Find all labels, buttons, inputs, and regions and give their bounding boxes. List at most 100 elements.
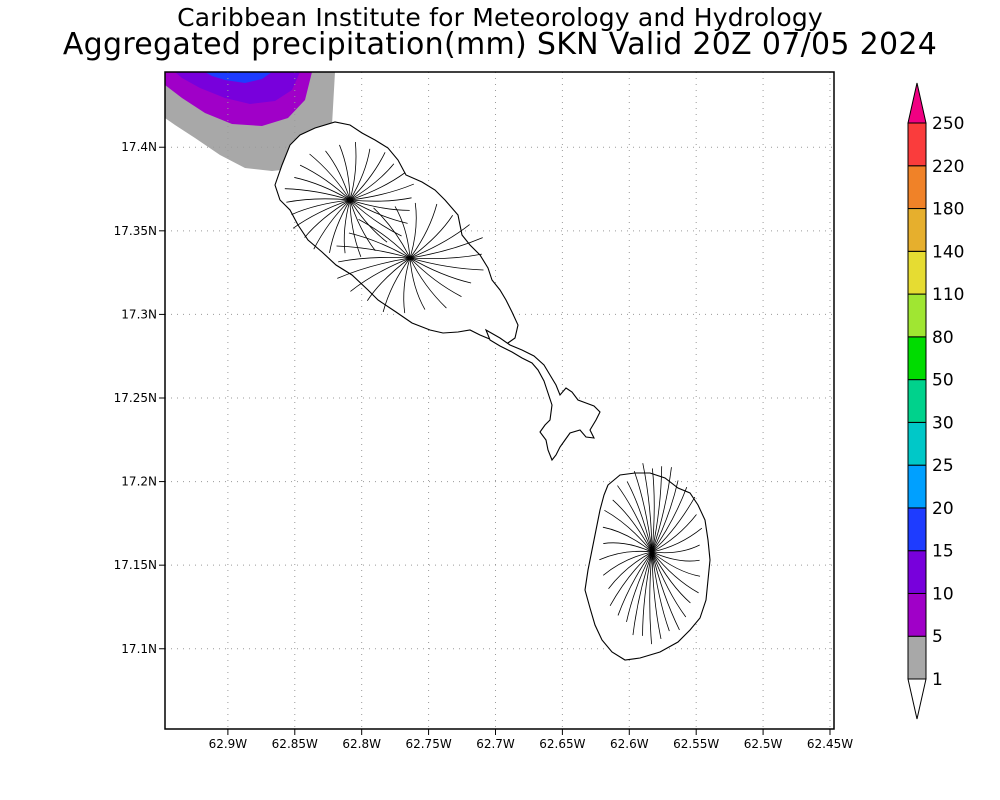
drainage-line	[291, 199, 351, 215]
drainage-line	[349, 197, 412, 202]
drainage-line	[608, 551, 653, 589]
lat-tick-label: 17.3N	[121, 307, 157, 321]
colorbar-label: 140	[932, 242, 964, 262]
drainage-line	[343, 199, 351, 254]
drainage-line	[349, 172, 406, 201]
colorbar-label: 180	[932, 200, 964, 220]
plot-frame	[164, 71, 835, 730]
drainage-line	[286, 198, 351, 203]
title-line-2: Aggregated precipitation(mm) SKN Valid 2…	[62, 27, 938, 62]
drainage-line	[651, 487, 688, 553]
drainage-line	[604, 509, 653, 553]
lon-tick-label: 62.8W	[342, 737, 381, 751]
colorbar-high-arrow	[907, 82, 927, 124]
colorbar-label: 30	[932, 413, 954, 433]
drainage-line	[603, 542, 653, 553]
drainage-line	[651, 544, 700, 554]
drainage-line	[339, 144, 351, 201]
drainage-line	[651, 551, 680, 631]
drainage-line	[651, 551, 691, 604]
islands	[274, 121, 711, 661]
drainage-line	[602, 526, 653, 553]
drainage-line	[599, 550, 653, 561]
drainage-line	[651, 551, 662, 640]
drainage-line	[633, 471, 653, 553]
map-grid	[165, 72, 834, 729]
colorbar-segment-9	[907, 250, 927, 295]
drainage-line	[642, 551, 653, 636]
colorbar-label: 5	[932, 627, 943, 647]
drainage-line	[409, 257, 484, 271]
drainage-line	[349, 199, 376, 251]
drainage-line	[337, 257, 411, 279]
colorbar-label: 15	[932, 542, 954, 562]
lon-tick-label: 62.7W	[476, 737, 515, 751]
lat-tick-label: 17.2N	[121, 475, 157, 489]
lon-tick-label: 62.65W	[539, 737, 585, 751]
drainage-line	[349, 199, 402, 237]
drainage-line	[649, 551, 653, 645]
colorbar-label: 20	[932, 499, 954, 519]
drainage-line	[304, 199, 351, 238]
colorbar-label: 80	[932, 328, 954, 348]
drainage-line	[349, 148, 371, 201]
lon-tick-label: 62.75W	[405, 737, 451, 751]
drainage-line	[349, 152, 386, 201]
drainage-line	[382, 257, 411, 313]
drainage-line	[632, 551, 653, 636]
lat-tick-label: 17.4N	[121, 140, 157, 154]
colorbar-segment-5	[907, 421, 927, 466]
precipitation-shading	[165, 72, 335, 171]
drainage-line	[602, 551, 653, 576]
lat-tick-label: 17.35N	[114, 224, 157, 238]
colorbar-segment-6	[907, 379, 927, 423]
drainage-line	[409, 237, 483, 259]
lon-tick-label: 62.45W	[807, 737, 853, 751]
colorbar-segment-3	[907, 507, 927, 552]
colorbar-segment-8	[907, 293, 927, 338]
drainage-line	[366, 257, 411, 301]
colorbar-label: 110	[932, 285, 964, 305]
drainage-line	[348, 232, 411, 259]
colorbar-segment-11	[907, 165, 927, 210]
drainage-line	[409, 257, 462, 297]
colorbar-label: 10	[932, 584, 954, 604]
drainage-lines	[284, 141, 703, 645]
drainage-line	[612, 499, 653, 553]
drainage-line	[349, 199, 362, 257]
lat-tick-label: 17.15N	[114, 558, 157, 572]
drainage-line	[294, 177, 351, 201]
drainage-line	[349, 141, 357, 201]
colorbar-segment-0	[907, 635, 927, 680]
drainage-line	[409, 203, 438, 259]
drainage-line	[609, 551, 653, 607]
drainage-line	[349, 183, 415, 201]
drainage-line	[292, 199, 351, 229]
drainage-line	[651, 514, 697, 553]
drainage-line	[313, 199, 351, 250]
lon-tick-label: 62.85W	[272, 737, 318, 751]
colorbar-label: 25	[932, 456, 954, 476]
lon-tick-label: 62.55W	[673, 737, 719, 751]
latitude-axis: 17.4N 17.35N 17.3N 17.25N 17.2N 17.15N 17.1N	[114, 140, 165, 656]
drainage-line	[409, 257, 447, 309]
drainage-line	[651, 527, 703, 553]
drainage-line	[409, 215, 454, 259]
lat-tick-label: 17.25N	[114, 391, 157, 405]
drainage-line	[299, 164, 351, 201]
lon-tick-label: 62.5W	[744, 737, 783, 751]
colorbar-segment-7	[907, 336, 927, 381]
colorbar-label: 220	[932, 157, 964, 177]
drainage-line	[651, 466, 663, 553]
drainage-line	[336, 245, 411, 259]
drainage-line	[349, 199, 408, 224]
drainage-line	[349, 163, 395, 201]
drainage-line	[325, 150, 351, 201]
drainage-line	[409, 202, 417, 259]
colorbar-segment-12	[907, 122, 927, 167]
title-line-1: Caribbean Institute for Meteorology and …	[177, 3, 823, 32]
drainage-line	[349, 199, 388, 243]
lat-tick-label: 17.1N	[121, 642, 157, 656]
